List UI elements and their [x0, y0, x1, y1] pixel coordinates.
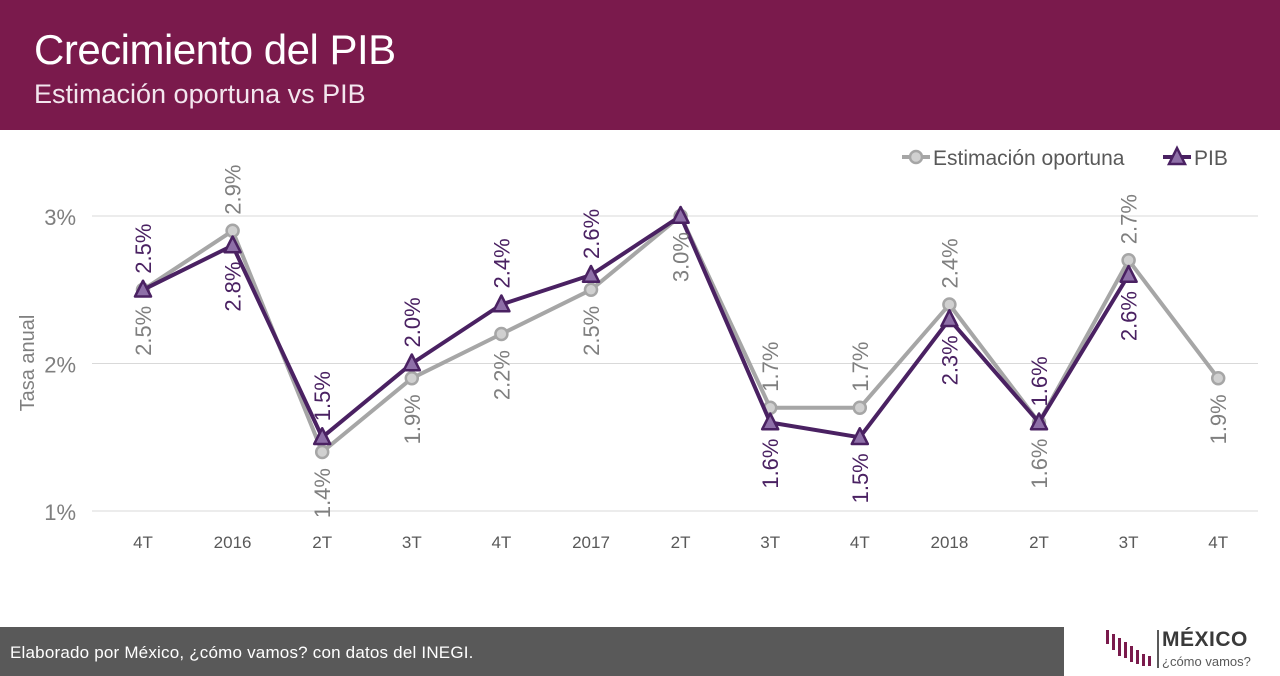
data-label: 2.7% — [1117, 194, 1142, 244]
data-label: 2.6% — [1117, 291, 1142, 341]
x-tick-label: 4T — [133, 533, 153, 552]
data-point — [312, 427, 332, 446]
y-axis-label: Tasa anual — [17, 315, 39, 412]
mexico-como-vamos-logo: MÉXICO ¿cómo vamos? — [1100, 628, 1270, 674]
y-tick-label: 3% — [44, 205, 76, 230]
data-point — [940, 309, 959, 328]
legend-label-pib: PIB — [1194, 147, 1228, 170]
x-tick-label: 2T — [1029, 533, 1049, 552]
page-title: Crecimiento del PIB — [34, 26, 396, 73]
x-tick-label: 4T — [850, 533, 870, 552]
data-label: 2.0% — [400, 297, 425, 347]
data-point — [852, 400, 868, 415]
data-label: 2.5% — [131, 306, 156, 356]
data-label: 2.9% — [221, 165, 246, 215]
data-point — [1210, 371, 1226, 386]
data-point — [402, 353, 422, 372]
data-label: 1.5% — [848, 453, 873, 503]
data-label: 1.4% — [310, 468, 335, 518]
data-point — [314, 444, 330, 460]
data-label: 2.5% — [579, 306, 604, 356]
data-point — [583, 282, 599, 297]
data-label: 2.5% — [131, 224, 156, 274]
data-point — [1119, 264, 1138, 283]
data-label: 1.6% — [1027, 439, 1052, 489]
x-tick-label: 2018 — [930, 533, 968, 552]
data-point — [1029, 412, 1049, 431]
x-tick-label: 4T — [1208, 533, 1228, 552]
source-credit: Elaborado por México, ¿cómo vamos? con d… — [10, 643, 474, 662]
data-point — [581, 264, 601, 283]
data-label: 1.9% — [1206, 394, 1231, 444]
data-label: 3.0% — [669, 232, 694, 282]
logo-name: MÉXICO — [1162, 628, 1248, 651]
data-label: 1.6% — [758, 439, 783, 489]
x-tick-label: 4T — [491, 533, 511, 552]
data-point — [133, 279, 153, 298]
data-label: 2.8% — [221, 262, 246, 312]
logo-tagline: ¿cómo vamos? — [1162, 654, 1251, 669]
data-label: 2.6% — [579, 209, 604, 259]
x-tick-label: 3T — [402, 533, 422, 552]
data-label: 2.4% — [937, 238, 962, 288]
legend-marker-estimacion — [908, 149, 924, 165]
data-point — [404, 371, 420, 386]
data-label: 1.7% — [848, 342, 873, 392]
x-tick-label: 2017 — [572, 533, 610, 552]
logo-bars-icon — [1106, 630, 1151, 666]
legend: Estimación oportuna PIB — [902, 145, 1228, 170]
data-point — [760, 412, 780, 431]
data-label: 1.9% — [400, 394, 425, 444]
data-label: 2.4% — [489, 238, 514, 288]
data-point — [223, 235, 242, 254]
data-label: 2.3% — [937, 335, 962, 385]
y-tick-label: 1% — [44, 500, 76, 525]
logo-divider — [1157, 630, 1159, 668]
x-tick-label: 2016 — [214, 533, 252, 552]
data-label: 2.2% — [489, 350, 514, 400]
legend-marker-pib — [1166, 145, 1188, 166]
header-banner: Crecimiento del PIB Estimación oportuna … — [0, 0, 1280, 130]
line-chart: 1% 2% 3% Tasa anual 4T 2016 2T 3T 4T 2017 2T 3T 4T 20… — [17, 145, 1258, 552]
x-tick-label: 2T — [312, 533, 332, 552]
page-subtitle: Estimación oportuna vs PIB — [34, 79, 366, 109]
data-point — [671, 205, 690, 224]
data-label: 1.7% — [758, 342, 783, 392]
x-tick-label: 2T — [671, 533, 691, 552]
y-tick-label: 2% — [44, 353, 76, 378]
data-point — [850, 427, 870, 446]
x-tick-label: 3T — [760, 533, 780, 552]
data-point — [1121, 253, 1136, 268]
data-point — [492, 294, 511, 313]
data-label: 1.6% — [1027, 356, 1052, 406]
data-label: 1.5% — [310, 371, 335, 421]
data-point — [494, 326, 509, 342]
legend-label-estimacion: Estimación oportuna — [933, 147, 1125, 170]
footer-bar: Elaborado por México, ¿cómo vamos? con d… — [0, 627, 1064, 676]
series-line — [142, 214, 1131, 440]
data-point — [225, 223, 240, 238]
data-point — [942, 297, 957, 312]
x-tick-label: 3T — [1119, 533, 1139, 552]
